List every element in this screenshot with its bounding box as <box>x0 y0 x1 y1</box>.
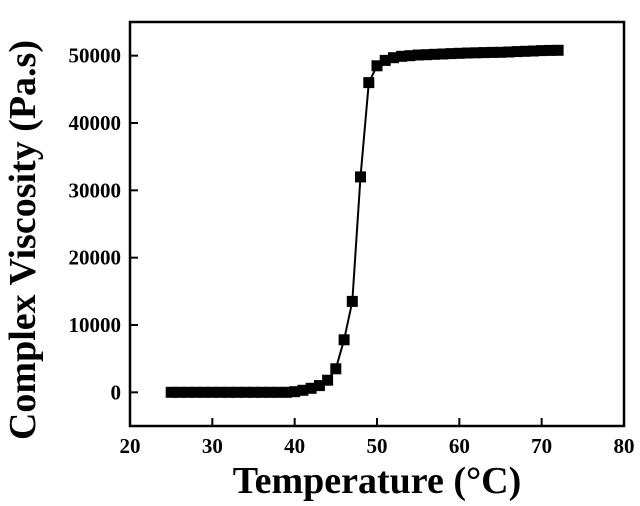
data-point <box>363 77 375 89</box>
data-point <box>536 45 548 57</box>
data-point <box>215 386 227 398</box>
data-point <box>519 45 531 57</box>
x-tick-label: 40 <box>284 434 305 458</box>
x-axis-title: Temperature (°C) <box>233 460 522 502</box>
data-point <box>289 386 301 398</box>
data-point <box>239 386 251 398</box>
data-point <box>552 44 564 56</box>
series-layer <box>165 44 564 398</box>
y-tick-label: 0 <box>111 380 122 404</box>
x-tick-label: 60 <box>449 434 470 458</box>
data-point <box>495 46 506 58</box>
data-point <box>297 384 309 396</box>
data-point <box>313 380 325 392</box>
data-point <box>256 386 268 398</box>
data-point <box>412 49 424 61</box>
ticks-layer <box>129 54 625 426</box>
data-point <box>206 386 218 398</box>
data-point <box>264 386 276 398</box>
data-point <box>231 386 243 398</box>
data-point <box>248 386 259 398</box>
x-tick-label: 70 <box>531 434 552 458</box>
x-tick-label: 20 <box>120 434 141 458</box>
data-point <box>544 44 556 56</box>
data-point <box>445 48 457 60</box>
data-point <box>404 50 416 62</box>
x-tick-label: 30 <box>202 434 223 458</box>
series-line <box>171 49 559 394</box>
data-point <box>355 171 366 183</box>
data-point <box>453 47 465 59</box>
x-tick-label: 50 <box>367 434 388 458</box>
data-point <box>420 49 432 61</box>
data-point <box>527 45 539 57</box>
data-point <box>338 334 350 346</box>
data-point <box>503 46 515 58</box>
data-point <box>190 386 202 398</box>
y-tick-label: 30000 <box>69 178 122 202</box>
data-point <box>182 386 194 398</box>
plot-frame <box>128 20 626 428</box>
data-point <box>223 386 235 398</box>
tick-labels: 20 30 40 50 60 70 80 0 10000 20000 30000 40000 50000 <box>69 44 635 458</box>
data-point <box>198 386 210 398</box>
y-tick-label: 10000 <box>69 313 122 337</box>
y-axis-title: Complex Viscosity (Pa.s) <box>2 40 44 440</box>
data-point <box>379 54 391 66</box>
data-point <box>371 60 383 72</box>
data-point <box>322 374 334 386</box>
data-point <box>437 48 449 60</box>
data-point <box>346 295 358 307</box>
data-point <box>486 46 498 58</box>
data-point <box>478 47 490 59</box>
x-tick-label: 80 <box>614 434 635 458</box>
data-point <box>462 47 474 59</box>
data-point <box>470 47 482 59</box>
data-point <box>429 48 441 60</box>
data-point <box>173 386 185 398</box>
data-point <box>388 52 399 64</box>
data-point <box>165 386 177 398</box>
data-point <box>511 46 523 58</box>
data-point <box>396 50 408 62</box>
y-tick-label: 20000 <box>69 246 122 270</box>
data-point <box>280 386 292 398</box>
y-tick-label: 40000 <box>69 111 122 135</box>
data-point <box>330 363 342 375</box>
data-point <box>272 386 284 398</box>
y-tick-label: 50000 <box>69 44 122 68</box>
data-point <box>305 382 317 394</box>
